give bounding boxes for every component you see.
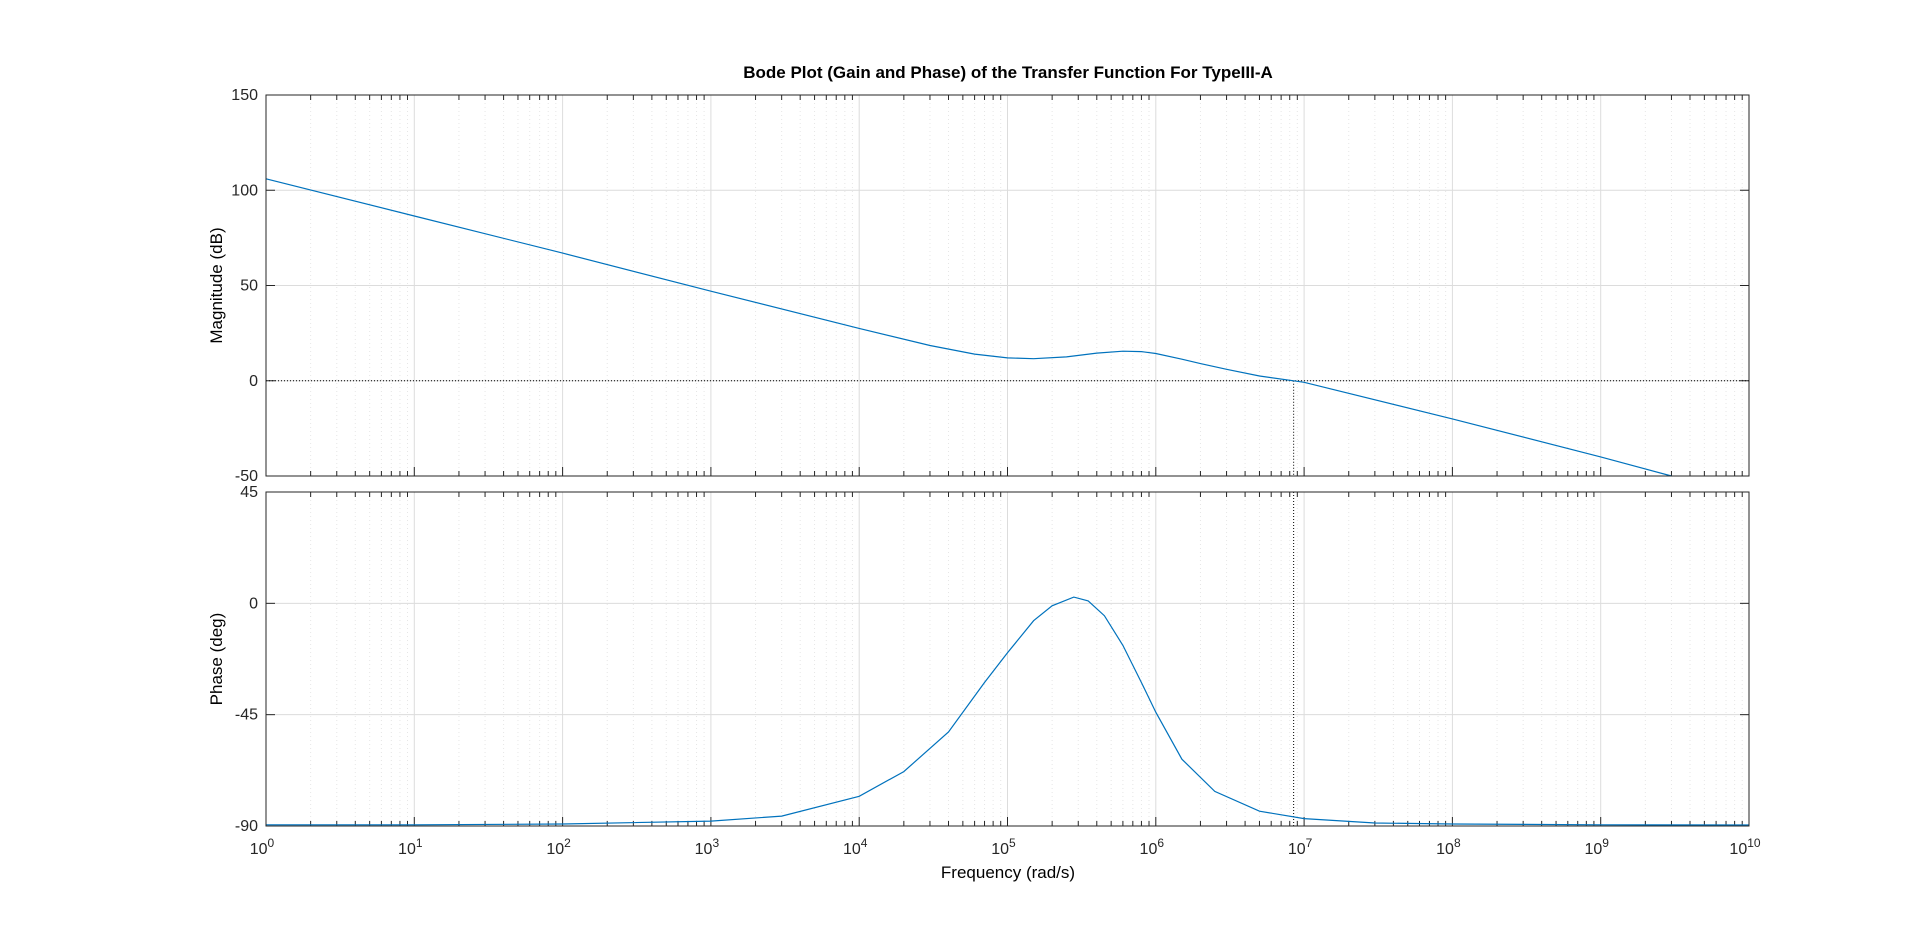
- x-tick-label: 107: [1288, 836, 1313, 858]
- x-tick-label: 1010: [1729, 836, 1760, 858]
- phase-y-tick-label: 45: [240, 484, 258, 501]
- x-tick-label: 108: [1436, 836, 1461, 858]
- x-axis-tick-labels: 100 101 102 103 104 105 106 107 108 109 1010: [250, 836, 1761, 858]
- magnitude-y-tick-label: 100: [231, 182, 258, 199]
- magnitude-y-tick-label: 150: [231, 87, 258, 104]
- x-axis-label: Frequency (rad/s): [941, 863, 1075, 882]
- magnitude-y-tick-label: -50: [235, 468, 258, 485]
- phase-y-tick-label: -45: [235, 707, 258, 724]
- x-tick-label: 103: [695, 836, 720, 858]
- magnitude-y-axis-label: Magnitude (dB): [207, 227, 226, 343]
- x-tick-label: 104: [843, 836, 868, 858]
- phase-subplot: 45 0 -45 -90 Phase (deg): [207, 484, 1750, 835]
- phase-y-axis-label: Phase (deg): [207, 613, 226, 706]
- phase-y-tick-label: 0: [249, 595, 258, 612]
- x-tick-label: 106: [1140, 836, 1165, 858]
- x-tick-label: 100: [250, 836, 275, 858]
- magnitude-y-tick-label: 50: [240, 278, 258, 295]
- x-tick-label: 105: [991, 836, 1016, 858]
- phase-axes-box: [265, 491, 1750, 827]
- phase-response-line: [266, 596, 1750, 826]
- magnitude-y-tick-label: 0: [249, 373, 258, 390]
- magnitude-axes-box: [265, 94, 1750, 477]
- chart-title: Bode Plot (Gain and Phase) of the Transf…: [743, 63, 1273, 82]
- x-tick-label: 101: [398, 836, 423, 858]
- phase-y-tick-label: -90: [235, 818, 258, 835]
- x-tick-label: 102: [546, 836, 571, 858]
- magnitude-response-line: [265, 178, 1672, 477]
- magnitude-subplot: 150 100 50 0 -50 Magnitude (dB): [207, 87, 1750, 485]
- x-tick-label: 109: [1584, 836, 1609, 858]
